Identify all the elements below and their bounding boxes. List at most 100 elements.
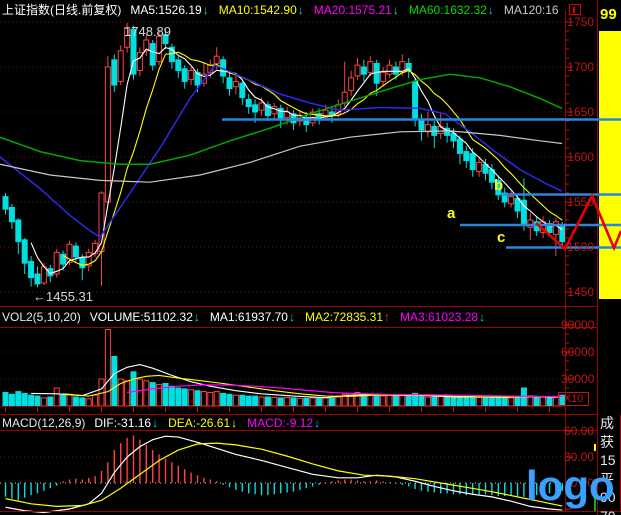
candle-body bbox=[136, 52, 143, 72]
volume-bar bbox=[418, 394, 425, 407]
price-axis-label: 1700 bbox=[567, 60, 594, 74]
volume-bar bbox=[124, 380, 131, 407]
ma-indicator-label: MA60:1632.32 bbox=[408, 3, 487, 17]
candle-body bbox=[143, 39, 150, 52]
volume-ma3-line bbox=[127, 384, 563, 398]
volume-bar bbox=[450, 397, 457, 407]
low-price-label: ←1455.31 bbox=[33, 289, 93, 304]
volume-bar bbox=[34, 395, 41, 407]
candle-body bbox=[149, 43, 156, 66]
volume-bar bbox=[335, 396, 342, 407]
chart-header: 上证指数(日线.前复权) MA5:1526.19↓ MA10:1542.90↓ MA… bbox=[2, 3, 581, 17]
volume-bar bbox=[316, 397, 323, 407]
candle-body bbox=[469, 152, 476, 171]
candle-body bbox=[476, 161, 483, 172]
volume-bar bbox=[79, 397, 86, 407]
year-badge: 99 bbox=[600, 6, 617, 23]
trend-arrow-icon: ↓ bbox=[202, 3, 209, 17]
candle-body bbox=[380, 71, 387, 82]
volume-indicator-label: MA1:61937.70 bbox=[209, 310, 288, 324]
candle-body bbox=[367, 61, 374, 73]
right-panel-text: 平 bbox=[600, 470, 614, 487]
candle-body bbox=[194, 71, 201, 86]
volume-bar bbox=[367, 394, 374, 407]
volume-bar bbox=[66, 393, 73, 407]
candle-body bbox=[181, 68, 188, 82]
candle-body bbox=[341, 91, 348, 104]
candle-body bbox=[360, 66, 367, 75]
candle-body bbox=[28, 260, 35, 279]
ma-indicator: MA10:1542.90↓ bbox=[219, 3, 305, 17]
macd-indicator: MACD:-9.12↓ bbox=[247, 416, 321, 430]
volume-bar bbox=[72, 396, 79, 407]
volume-bar bbox=[431, 396, 438, 407]
instrument-title: 上证指数(日线.前复权) bbox=[2, 3, 122, 17]
candle-body bbox=[418, 120, 425, 131]
ma-indicator-label: MA5:1526.19 bbox=[130, 3, 202, 17]
trend-arrow-icon: ↓ bbox=[314, 416, 321, 430]
candle-body bbox=[15, 219, 22, 243]
price-axis-label: 1500 bbox=[567, 240, 594, 254]
price-axis-label: 1650 bbox=[567, 105, 594, 119]
volume-bar bbox=[28, 394, 35, 407]
volume-bar bbox=[264, 396, 271, 407]
volume-bar bbox=[290, 397, 297, 407]
candle-body bbox=[2, 196, 9, 210]
volume-bar bbox=[200, 391, 207, 407]
volume-bar bbox=[220, 392, 227, 407]
volume-indicator: MA1:61937.70↓ bbox=[210, 310, 296, 324]
volume-bar bbox=[143, 380, 150, 407]
macd-axis-label: 30.00 bbox=[563, 450, 594, 464]
volume-bar bbox=[533, 396, 540, 407]
candle-body bbox=[514, 197, 521, 212]
candle-body bbox=[117, 50, 124, 82]
volume-bar bbox=[181, 388, 188, 407]
dea-line bbox=[5, 442, 563, 508]
price-axis-label: 1450 bbox=[567, 285, 594, 299]
volume-bar bbox=[168, 385, 175, 407]
trend-arrow-icon: ↓ bbox=[231, 416, 238, 430]
volume-bar bbox=[207, 392, 214, 407]
volume-bar bbox=[213, 391, 220, 407]
volume-axis-label: 90000 bbox=[561, 318, 595, 332]
volume-bar bbox=[373, 394, 380, 407]
candle-body bbox=[66, 243, 73, 263]
candle-body bbox=[348, 77, 355, 91]
candle-body bbox=[213, 55, 220, 64]
volume-bar bbox=[437, 396, 444, 407]
candle-body bbox=[463, 151, 470, 162]
volume-bar bbox=[271, 396, 278, 407]
candle-body bbox=[258, 102, 265, 111]
volume-bar bbox=[136, 378, 143, 407]
volume-bar bbox=[476, 396, 483, 407]
candle-body bbox=[162, 34, 169, 45]
volume-indicator-label: MA2:72835.31 bbox=[304, 310, 384, 324]
candle-body bbox=[495, 179, 502, 196]
ma20-line bbox=[0, 64, 563, 239]
volume-bar bbox=[40, 397, 47, 407]
right-panel-yellow-tick bbox=[594, 444, 596, 451]
volume-bar bbox=[8, 393, 15, 407]
volume-bar bbox=[252, 395, 259, 407]
candle-body bbox=[412, 80, 419, 120]
volume-bar bbox=[47, 396, 54, 407]
volume-bar bbox=[104, 329, 111, 407]
volume-bar bbox=[296, 397, 303, 407]
annotation-letter-a: a bbox=[447, 205, 456, 222]
candle-body bbox=[53, 251, 60, 275]
candle-body bbox=[264, 104, 271, 117]
volume-bar bbox=[488, 396, 495, 407]
volume-header: VOL2(5,10,20) VOLUME:51102.32↓ MA1:61937.… bbox=[2, 310, 486, 324]
volume-bar bbox=[482, 397, 489, 407]
volume-indicator: MA3:61023.28↓ bbox=[400, 310, 486, 324]
volume-bar bbox=[514, 396, 521, 407]
ma120-line bbox=[0, 130, 563, 183]
ma5-line bbox=[30, 46, 563, 275]
volume-bar bbox=[130, 371, 137, 407]
macd-axis-label: 60.00 bbox=[563, 424, 594, 438]
chart-mode-icon[interactable] bbox=[568, 4, 581, 15]
logo-watermark: logo bbox=[526, 462, 615, 509]
candle-body bbox=[271, 106, 278, 115]
volume-indicator: MA2:72835.31↑ bbox=[305, 310, 391, 324]
